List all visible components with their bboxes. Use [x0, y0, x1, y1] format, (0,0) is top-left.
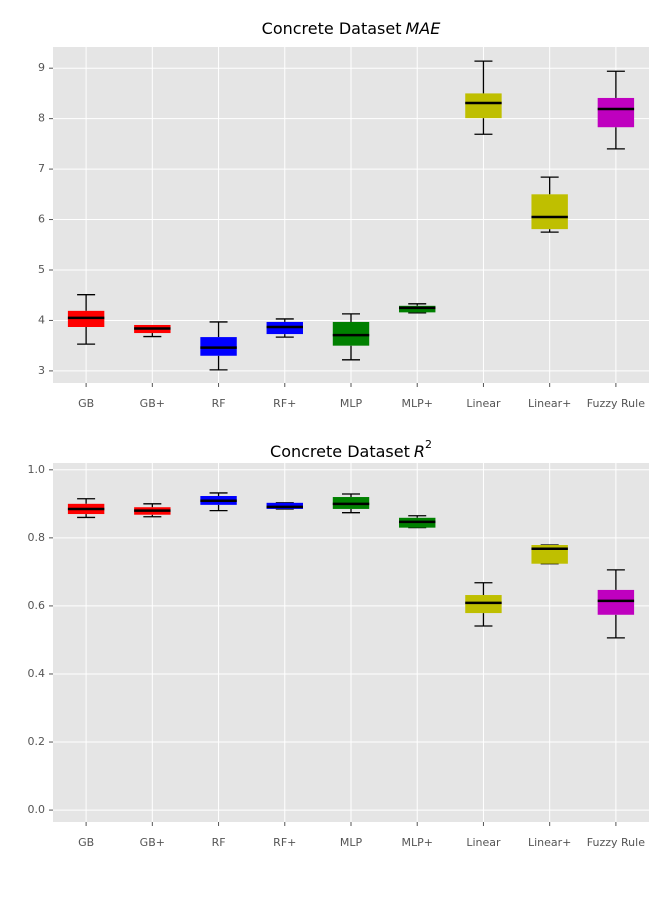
y-tick-label: 5 — [38, 263, 45, 276]
x-tick-label: Fuzzy Rule — [587, 836, 645, 849]
chart-title: Concrete Dataset MAE — [262, 19, 442, 38]
y-tick-label: 0.2 — [28, 735, 46, 748]
box — [531, 194, 568, 230]
x-tick-label: MLP — [340, 397, 363, 410]
y-tick-label: 0.0 — [28, 803, 46, 816]
x-tick-label: Fuzzy Rule — [587, 397, 645, 410]
x-tick-label: GB+ — [140, 836, 165, 849]
chart-title: Concrete Dataset R2 — [270, 438, 432, 461]
box — [399, 305, 436, 313]
title-math: R — [414, 442, 425, 461]
y-tick-label: 4 — [38, 313, 45, 326]
x-tick-label: GB+ — [140, 397, 165, 410]
x-tick-label: RF+ — [273, 836, 296, 849]
x-tick-label: MLP+ — [401, 836, 432, 849]
x-tick-label: Linear — [466, 836, 501, 849]
y-tick-label: 8 — [38, 112, 45, 125]
y-tick-label: 0.4 — [28, 667, 46, 680]
box — [465, 93, 502, 119]
x-tick-label: GB — [78, 397, 94, 410]
x-tick-label: GB — [78, 836, 94, 849]
box — [332, 321, 370, 346]
y-tick-label: 3 — [38, 364, 45, 377]
x-tick-label: RF — [212, 397, 226, 410]
y-tick-label: 0.8 — [28, 531, 46, 544]
x-tick-label: MLP+ — [401, 397, 432, 410]
title-text: Concrete Dataset — [270, 442, 410, 461]
box — [597, 97, 635, 128]
x-tick-label: RF — [212, 836, 226, 849]
box — [597, 589, 635, 615]
y-tick-label: 6 — [38, 213, 45, 226]
box — [200, 337, 237, 356]
title-text: Concrete Dataset — [262, 19, 402, 38]
x-tick-label: Linear+ — [528, 397, 571, 410]
x-tick-label: Linear+ — [528, 836, 571, 849]
x-tick-label: RF+ — [273, 397, 296, 410]
y-tick-label: 7 — [38, 162, 45, 175]
x-tick-label: MLP — [340, 836, 363, 849]
title-sup: 2 — [425, 438, 432, 451]
y-tick-label: 9 — [38, 61, 45, 74]
title-math: MAE — [405, 19, 441, 38]
y-tick-label: 0.6 — [28, 599, 46, 612]
x-tick-label: Linear — [466, 397, 501, 410]
y-tick-label: 1.0 — [28, 463, 46, 476]
